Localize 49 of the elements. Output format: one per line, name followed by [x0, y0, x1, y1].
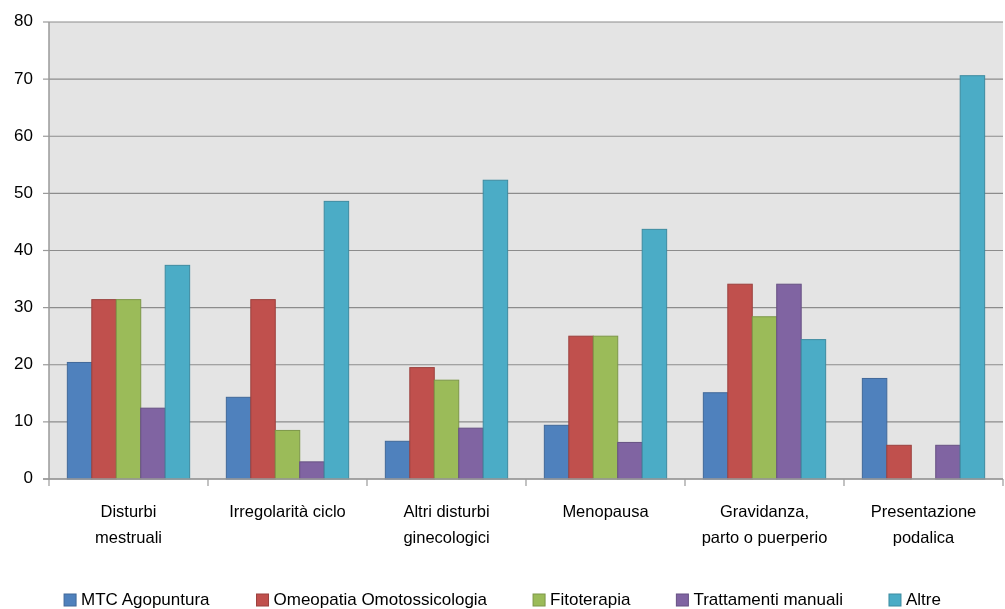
bar — [66, 361, 93, 480]
bar — [702, 392, 729, 480]
y-tick-label: 70 — [14, 68, 33, 88]
bar — [776, 283, 802, 480]
x-tick-label: Altri disturbi ginecologici — [403, 502, 490, 546]
x-tick-label: Irregolarità ciclo — [229, 502, 346, 520]
bar — [482, 179, 509, 480]
bar — [91, 299, 117, 480]
bar — [250, 299, 276, 480]
bar — [751, 316, 778, 480]
bar — [225, 396, 252, 480]
bar — [935, 444, 961, 480]
y-tick-label: 10 — [14, 411, 33, 431]
bar — [384, 440, 411, 480]
bar — [543, 424, 570, 480]
y-tick-label: 0 — [23, 468, 33, 488]
bar — [323, 200, 350, 480]
legend-label: Trattamenti manuali — [693, 590, 843, 609]
y-tick-label: 60 — [14, 125, 33, 145]
legend-label: MTC Agopuntura — [81, 590, 211, 609]
legend-label: Fitoterapia — [550, 590, 631, 609]
bar — [274, 429, 301, 480]
bar — [617, 441, 643, 480]
y-tick-label: 80 — [14, 11, 33, 31]
bar — [409, 367, 435, 480]
bar — [592, 335, 619, 480]
bar — [861, 377, 888, 480]
y-tick-label: 40 — [14, 239, 33, 259]
bar — [959, 75, 986, 480]
x-tick-label: Disturbi mestruali — [95, 502, 162, 546]
x-tick-label: Gravidanza, parto o puerperio — [701, 502, 828, 546]
legend-label: Omeopatia Omotossicologia — [273, 590, 488, 609]
bar — [458, 427, 484, 480]
bar — [299, 461, 325, 480]
bar — [568, 335, 594, 480]
y-tick-label: 20 — [14, 354, 33, 374]
bar — [886, 444, 912, 480]
y-tick-label: 50 — [14, 182, 33, 202]
bar — [140, 407, 166, 480]
bar — [433, 379, 460, 480]
bar — [800, 339, 827, 480]
x-tick-label: Menopausa — [562, 502, 650, 520]
x-tick-label: Presentazione podalica — [870, 502, 977, 546]
bar — [727, 283, 753, 480]
y-tick-label: 30 — [14, 297, 33, 317]
legend-label: Altre — [905, 590, 941, 609]
bar — [115, 299, 142, 480]
bar — [164, 264, 191, 480]
bar — [641, 228, 668, 480]
